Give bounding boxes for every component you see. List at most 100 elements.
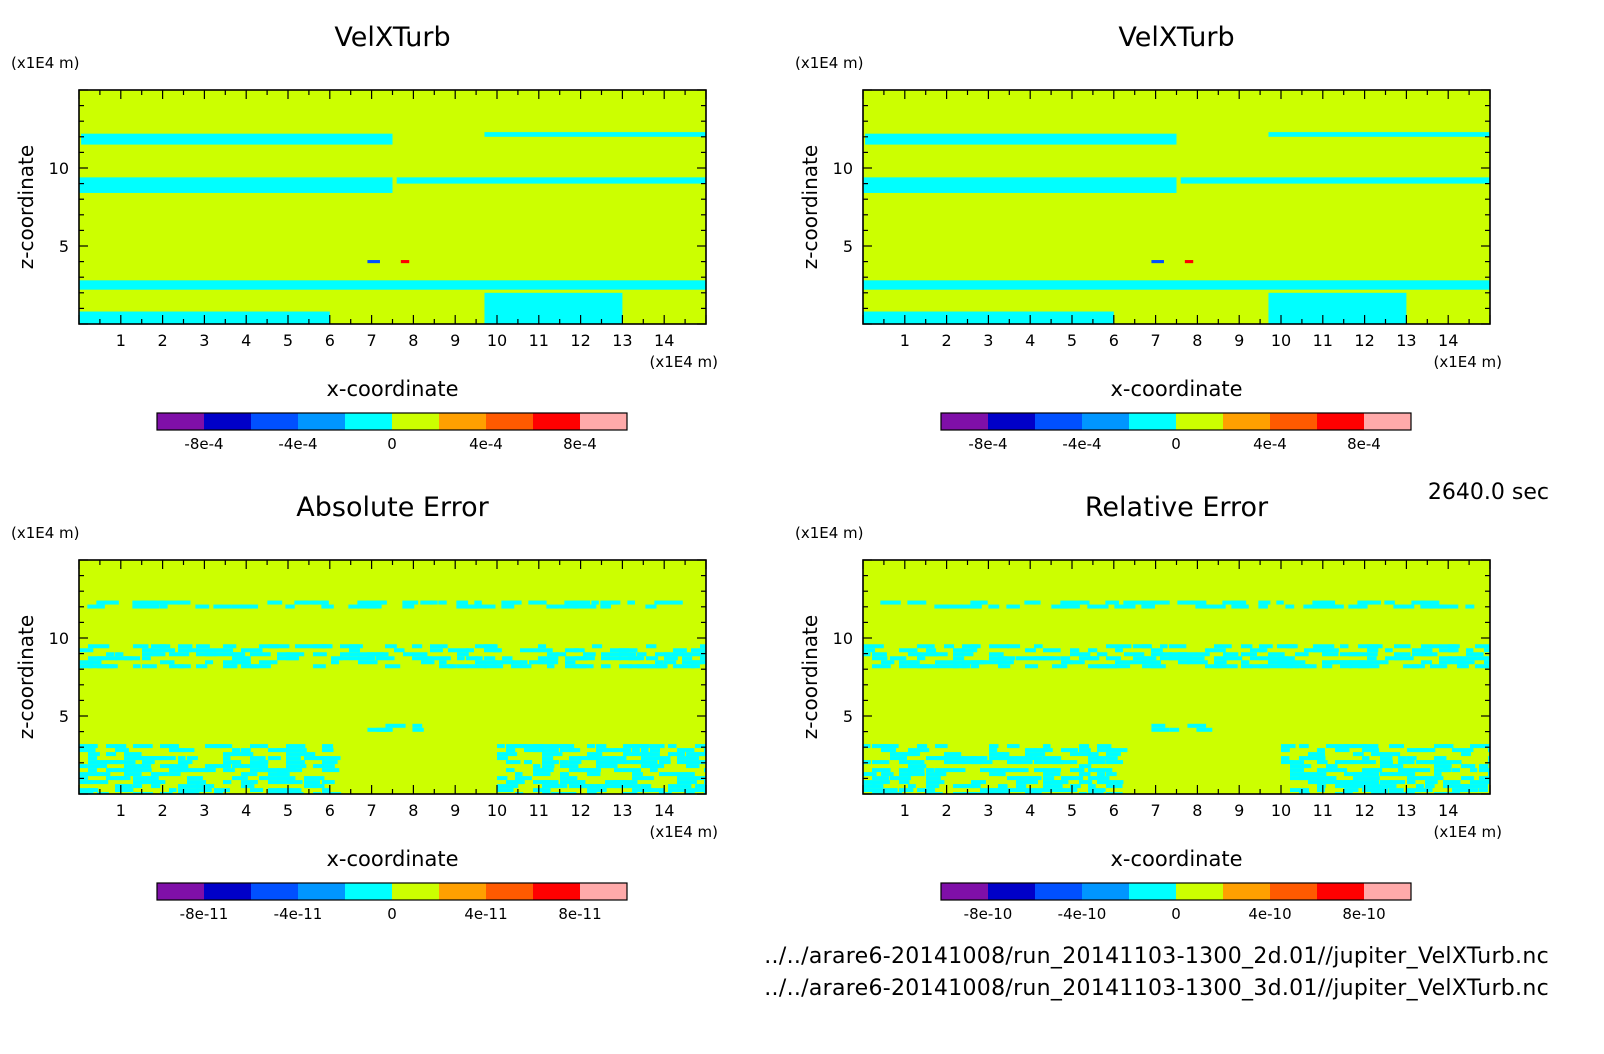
x-axis-label: x-coordinate bbox=[326, 377, 458, 401]
contour-patch bbox=[88, 656, 104, 661]
contour-patch bbox=[1133, 652, 1145, 657]
contour-patch bbox=[1088, 768, 1101, 773]
contour-patch bbox=[151, 784, 161, 789]
contour-patch bbox=[124, 772, 142, 777]
contour-patch bbox=[917, 664, 931, 669]
contour-patch bbox=[1052, 768, 1061, 773]
contour-patch bbox=[1407, 780, 1416, 785]
contour-patch bbox=[1133, 644, 1151, 649]
colorbar-label: 0 bbox=[387, 435, 397, 453]
x-tick-label: 2 bbox=[942, 331, 952, 350]
contour-patch bbox=[872, 664, 891, 669]
contour-patch bbox=[1479, 768, 1490, 773]
x-tick-label: 5 bbox=[283, 801, 293, 820]
contour-patch bbox=[908, 652, 922, 657]
contour-patch bbox=[133, 768, 152, 773]
contour-patch bbox=[1448, 656, 1462, 661]
contour-patch bbox=[1461, 784, 1480, 789]
contour-patch bbox=[1407, 772, 1416, 777]
contour-patch bbox=[1052, 760, 1065, 765]
contour-patch bbox=[1313, 644, 1335, 649]
contour-patch bbox=[1429, 604, 1448, 609]
colorbar-label: 4e-11 bbox=[464, 905, 507, 923]
contour-patch bbox=[277, 652, 291, 657]
contour-patch bbox=[178, 644, 193, 649]
contour-patch bbox=[1349, 652, 1368, 657]
colorbar-label: -4e-4 bbox=[1062, 435, 1101, 453]
contour-patch bbox=[1214, 656, 1230, 661]
contour-patch bbox=[1034, 788, 1047, 793]
contour-patch bbox=[980, 760, 993, 765]
colorbar-label: -8e-10 bbox=[964, 905, 1013, 923]
colorbar-swatch bbox=[298, 413, 345, 430]
contour-patch bbox=[1326, 764, 1338, 769]
contour-patch bbox=[1470, 780, 1490, 785]
contour-patch bbox=[88, 744, 98, 749]
colorbar-label: -4e-10 bbox=[1058, 905, 1107, 923]
contour-patch bbox=[1196, 652, 1210, 657]
contour-patch bbox=[1439, 656, 1452, 661]
contour-patch bbox=[1349, 660, 1366, 665]
contour-patch bbox=[142, 664, 157, 669]
contour-patch bbox=[556, 652, 567, 657]
contour-patch bbox=[1223, 652, 1239, 657]
contour-patch bbox=[133, 744, 153, 749]
contour-patch bbox=[872, 760, 890, 765]
contour-patch bbox=[560, 748, 577, 753]
contour-patch bbox=[1016, 760, 1033, 765]
contour-patch bbox=[1285, 604, 1295, 609]
x-tick-label: 6 bbox=[325, 801, 335, 820]
contour-patch bbox=[277, 792, 292, 794]
colorbar-label: 4e-10 bbox=[1248, 905, 1291, 923]
contour-patch bbox=[322, 764, 335, 769]
x-tick-label: 14 bbox=[654, 331, 674, 350]
contour-patch bbox=[1016, 784, 1027, 789]
contour-patch bbox=[1187, 660, 1208, 665]
contour-patch bbox=[1187, 723, 1207, 728]
contour-patch bbox=[641, 788, 654, 793]
contour-patch bbox=[560, 760, 569, 765]
contour-patch bbox=[1421, 652, 1438, 657]
x-axis-unit: (x1E4 m) bbox=[1433, 353, 1502, 371]
contour-patch bbox=[1457, 660, 1475, 665]
contour-patch bbox=[632, 776, 642, 781]
contour-patch bbox=[1088, 648, 1098, 653]
contour-patch bbox=[1488, 748, 1490, 753]
contour-patch bbox=[1259, 648, 1268, 653]
contour-patch bbox=[641, 776, 654, 781]
colorbar-label: 4e-4 bbox=[1253, 435, 1287, 453]
contour-patch bbox=[286, 760, 296, 765]
contour-patch bbox=[1079, 744, 1090, 749]
contour-patch bbox=[124, 764, 146, 769]
contour-patch bbox=[641, 756, 661, 761]
contour-patch bbox=[1178, 652, 1197, 657]
contour-patch bbox=[169, 788, 177, 793]
contour-patch bbox=[1007, 756, 1018, 761]
x-tick-label: 7 bbox=[367, 801, 377, 820]
contour-patch bbox=[1097, 748, 1115, 753]
contour-patch bbox=[989, 656, 1007, 661]
contour-patch bbox=[935, 768, 946, 773]
contour-patch bbox=[677, 780, 687, 785]
x-tick-label: 4 bbox=[1025, 331, 1035, 350]
contour-patch bbox=[1034, 760, 1045, 765]
contour-patch bbox=[1389, 792, 1408, 794]
contour-patch bbox=[1060, 600, 1081, 605]
contour-patch bbox=[926, 776, 941, 781]
contour-patch bbox=[286, 764, 307, 769]
colorbar-label: -4e-4 bbox=[278, 435, 317, 453]
contour-patch bbox=[195, 604, 210, 609]
contour-patch bbox=[268, 780, 279, 785]
contour-patch bbox=[1070, 776, 1084, 781]
contour-patch bbox=[124, 768, 139, 773]
contour-patch bbox=[587, 768, 601, 773]
colorbar-swatch bbox=[1176, 883, 1223, 900]
contour-patch bbox=[79, 792, 94, 794]
contour-patch bbox=[1106, 664, 1116, 669]
file-path-3d: ../../arare6-20141008/run_20141103-1300_… bbox=[764, 976, 1549, 1001]
contour-patch bbox=[385, 723, 406, 728]
contour-patch bbox=[1241, 660, 1250, 665]
contour-patch bbox=[587, 788, 607, 793]
contour-patch bbox=[1416, 748, 1436, 753]
contour-patch bbox=[944, 756, 965, 761]
